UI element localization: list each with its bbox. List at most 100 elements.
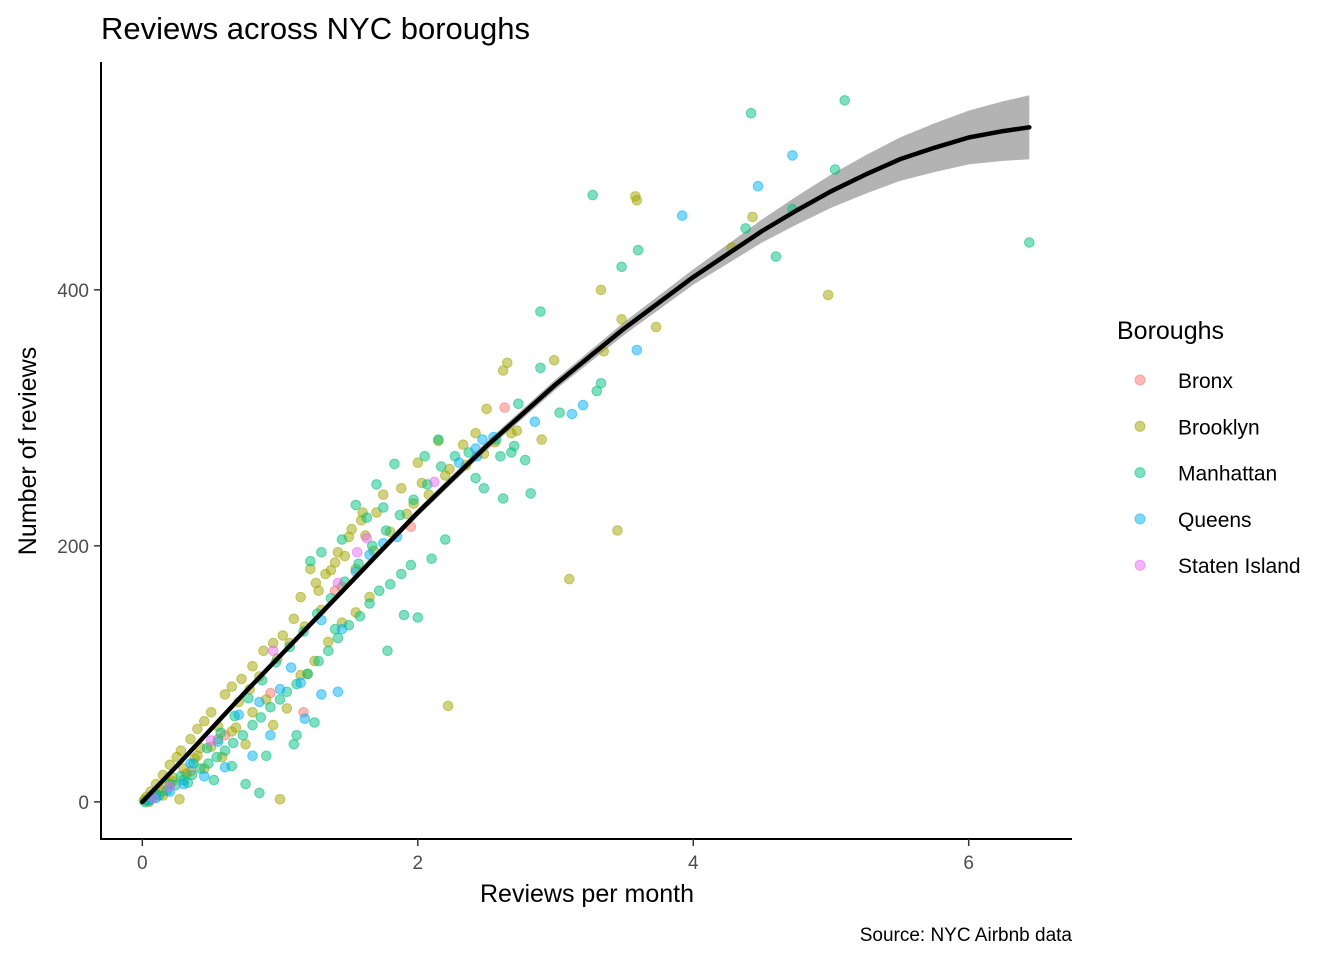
point-brooklyn bbox=[185, 733, 196, 745]
point-brooklyn bbox=[470, 427, 481, 439]
point-manhattan bbox=[237, 730, 249, 741]
chart-caption: Source: NYC Airbnb data bbox=[860, 925, 1073, 946]
point-manhattan bbox=[354, 611, 366, 622]
point-manhattan bbox=[211, 751, 222, 763]
point-manhattan bbox=[478, 483, 490, 494]
point-brooklyn bbox=[310, 577, 322, 589]
trend-line bbox=[140, 125, 1032, 805]
point-manhattan bbox=[839, 95, 851, 106]
point-queens bbox=[295, 677, 307, 689]
point-brooklyn bbox=[288, 613, 300, 625]
point-queens bbox=[477, 434, 488, 445]
point-staten-island bbox=[205, 735, 217, 746]
point-manhattan bbox=[525, 488, 537, 499]
legend: Boroughs Bronx Brooklyn Manhattan Queens Sta… bbox=[1117, 317, 1301, 578]
legend-key-staten-island bbox=[1134, 559, 1146, 571]
point-manhattan bbox=[632, 244, 644, 256]
point-brooklyn bbox=[457, 439, 469, 451]
point-manhattan bbox=[419, 451, 431, 462]
point-manhattan bbox=[497, 493, 509, 504]
point-brooklyn bbox=[164, 759, 176, 771]
point-manhattan bbox=[291, 730, 302, 741]
point-queens bbox=[274, 683, 286, 695]
point-manhattan bbox=[519, 454, 531, 466]
point-brooklyn bbox=[267, 719, 279, 731]
point-brooklyn bbox=[281, 703, 293, 714]
point-queens bbox=[219, 762, 231, 773]
point-manhattan bbox=[396, 568, 407, 580]
point-manhattan bbox=[227, 737, 239, 749]
point-manhattan bbox=[1024, 237, 1035, 248]
point-manhattan bbox=[535, 362, 546, 374]
point-queens bbox=[332, 686, 344, 698]
point-manhattan bbox=[323, 645, 334, 657]
point-manhattan bbox=[591, 385, 603, 397]
chart-title: Reviews across NYC boroughs bbox=[101, 11, 530, 46]
point-manhattan bbox=[770, 251, 782, 262]
point-brooklyn bbox=[481, 403, 492, 415]
legend-label-manhattan: Manhattan bbox=[1178, 463, 1277, 486]
point-manhattan bbox=[332, 632, 344, 644]
y-tick-label: 200 bbox=[57, 537, 89, 558]
series-manhattan bbox=[139, 95, 1035, 808]
point-manhattan bbox=[313, 655, 324, 667]
point-manhattan bbox=[254, 787, 265, 799]
point-queens bbox=[185, 758, 196, 769]
point-brooklyn bbox=[378, 489, 389, 501]
point-manhattan bbox=[305, 555, 316, 567]
point-staten-island bbox=[351, 547, 363, 558]
point-brooklyn bbox=[199, 715, 210, 727]
point-manhattan bbox=[380, 525, 392, 536]
point-manhattan bbox=[361, 512, 373, 524]
point-queens bbox=[676, 210, 688, 221]
legend-key-manhattan bbox=[1134, 467, 1146, 479]
point-queens bbox=[199, 771, 210, 782]
point-brooklyn bbox=[247, 707, 258, 718]
point-manhattan bbox=[394, 509, 406, 521]
point-manhattan bbox=[508, 440, 520, 452]
point-brooklyn bbox=[497, 365, 509, 376]
x-axis-ticks: 0 2 4 6 bbox=[137, 839, 974, 874]
point-brooklyn bbox=[412, 457, 424, 469]
point-manhattan bbox=[405, 559, 417, 571]
point-manhattan bbox=[240, 778, 251, 790]
point-brooklyn bbox=[396, 483, 407, 494]
point-staten-island bbox=[164, 781, 176, 792]
point-brooklyn bbox=[332, 547, 344, 558]
point-manhattan bbox=[435, 461, 447, 472]
point-manhattan bbox=[373, 585, 385, 597]
series-queens bbox=[143, 150, 798, 806]
point-queens bbox=[336, 623, 348, 635]
point-queens bbox=[529, 416, 541, 428]
point-queens bbox=[285, 662, 297, 673]
point-queens bbox=[752, 180, 764, 192]
legend-key-queens bbox=[1134, 513, 1146, 525]
point-manhattan bbox=[316, 547, 327, 558]
point-staten-island bbox=[267, 645, 279, 657]
point-queens bbox=[178, 778, 189, 790]
point-queens bbox=[233, 709, 244, 721]
point-brooklyn bbox=[747, 211, 758, 223]
point-brooklyn bbox=[277, 630, 289, 641]
point-manhattan bbox=[364, 598, 375, 609]
point-manhattan bbox=[495, 451, 506, 462]
x-tick-label: 4 bbox=[688, 853, 699, 874]
point-manhattan bbox=[433, 434, 444, 445]
smooth-trend-line bbox=[140, 125, 1032, 805]
series-staten-island bbox=[148, 476, 440, 804]
x-tick-label: 6 bbox=[963, 853, 974, 874]
point-manhattan bbox=[255, 712, 267, 723]
point-brooklyn bbox=[323, 636, 334, 648]
point-brooklyn bbox=[192, 723, 203, 735]
point-brooklyn bbox=[548, 355, 560, 366]
point-manhattan bbox=[554, 407, 565, 419]
y-axis-title: Number of reviews bbox=[14, 347, 42, 555]
point-brooklyn bbox=[536, 434, 548, 445]
point-brooklyn bbox=[258, 645, 269, 657]
point-manhattan bbox=[829, 164, 841, 175]
point-manhattan bbox=[371, 479, 382, 490]
point-brooklyn bbox=[612, 525, 623, 536]
point-manhattan bbox=[470, 472, 481, 484]
legend-label-staten-island: Staten Island bbox=[1178, 555, 1301, 578]
x-tick-label: 0 bbox=[137, 853, 148, 874]
